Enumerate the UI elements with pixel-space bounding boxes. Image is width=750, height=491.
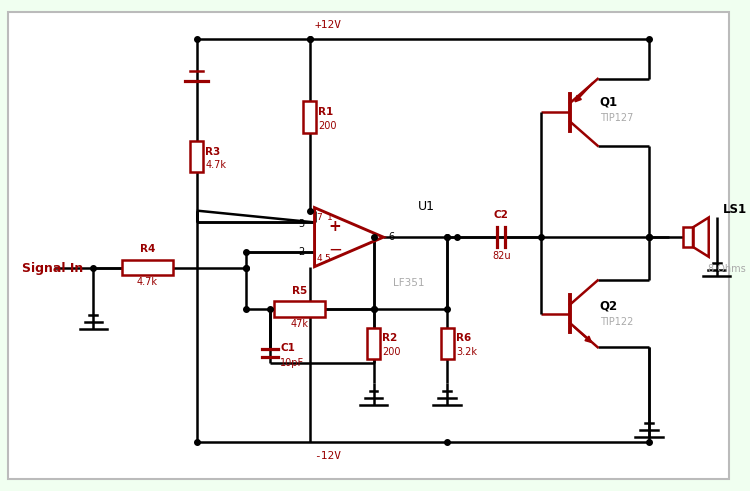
Text: −: − [328, 241, 342, 259]
Text: TIP122: TIP122 [599, 317, 633, 327]
Bar [368, 327, 380, 359]
Text: 2: 2 [298, 247, 304, 257]
Text: 4.7k: 4.7k [137, 277, 158, 287]
Text: Q1: Q1 [599, 96, 618, 109]
Text: R3: R3 [206, 147, 220, 157]
Text: -12V: -12V [314, 451, 341, 462]
Text: Signal In: Signal In [22, 262, 83, 275]
Bar [190, 141, 203, 172]
Text: C1: C1 [280, 343, 295, 353]
Text: C2: C2 [494, 211, 508, 220]
Bar [683, 227, 693, 247]
Text: 6: 6 [388, 232, 394, 242]
Bar [122, 260, 173, 275]
Text: 200: 200 [382, 347, 400, 357]
Text: 82u: 82u [492, 251, 511, 261]
Text: 47k: 47k [291, 319, 309, 329]
Text: 8 Ohms: 8 Ohms [708, 264, 746, 273]
Text: 7: 7 [316, 213, 322, 221]
Text: 4: 4 [316, 254, 322, 263]
Text: Q2: Q2 [599, 300, 618, 312]
Text: R1: R1 [319, 108, 334, 117]
Text: +12V: +12V [314, 20, 341, 30]
Text: +: + [328, 219, 341, 234]
Text: R2: R2 [382, 333, 398, 343]
Text: R5: R5 [292, 286, 308, 296]
Text: 4.7k: 4.7k [206, 161, 226, 170]
Bar [274, 301, 326, 317]
Text: R4: R4 [140, 244, 155, 254]
Bar [303, 102, 316, 133]
Text: TIP127: TIP127 [599, 113, 633, 123]
Text: R6: R6 [456, 333, 471, 343]
Text: 1: 1 [327, 213, 333, 221]
Text: LF351: LF351 [393, 278, 424, 288]
Text: U1: U1 [418, 200, 435, 213]
FancyBboxPatch shape [8, 12, 729, 479]
Text: 3: 3 [298, 219, 304, 229]
Text: 3.2k: 3.2k [456, 347, 477, 357]
Text: 10pF: 10pF [280, 358, 304, 368]
Bar [441, 327, 454, 359]
Text: 200: 200 [319, 121, 337, 131]
Text: LS1: LS1 [722, 203, 746, 216]
Text: 5: 5 [325, 254, 330, 263]
